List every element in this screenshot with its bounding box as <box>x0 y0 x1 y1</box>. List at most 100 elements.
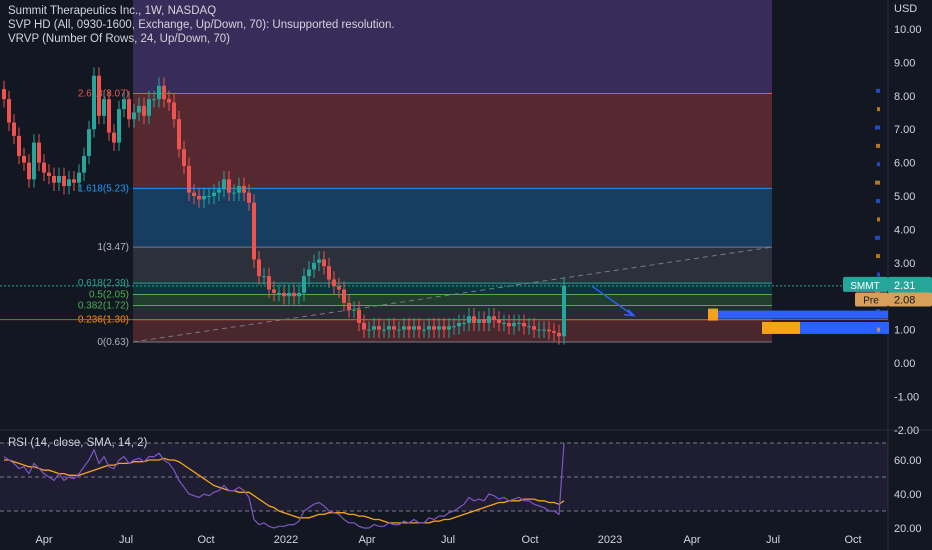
fib-zone <box>133 247 772 284</box>
candle-body <box>457 322 461 327</box>
fib-zone <box>133 93 772 189</box>
candle-body <box>432 326 436 330</box>
volume-profile-bar <box>875 125 880 130</box>
price-tick-label: 3.00 <box>894 258 915 270</box>
candle-body <box>367 329 371 331</box>
chart-title: Summit Therapeutics Inc., 1W, NASDAQ <box>8 5 217 17</box>
candle-body <box>397 329 401 331</box>
volume-profile <box>708 88 889 334</box>
candle-body <box>82 155 86 173</box>
symbol-label: SMMT <box>850 281 879 292</box>
fib-level-label: 0.5(2.05) <box>89 290 129 301</box>
fib-level-label: 1.618(5.23) <box>78 183 129 194</box>
pre-price-value: 2.08 <box>894 295 915 307</box>
candle-body <box>192 192 196 196</box>
candle-body <box>322 259 326 267</box>
candle-body <box>167 99 171 103</box>
candle-body <box>442 326 446 330</box>
candle-body <box>332 279 336 287</box>
candle-body <box>307 269 311 277</box>
candle-body <box>47 172 51 176</box>
candle-body <box>542 329 546 331</box>
candle-body <box>417 326 421 330</box>
candle-body <box>447 326 451 330</box>
candle-body <box>532 326 536 330</box>
price-tick-label: 6.00 <box>894 158 915 170</box>
time-tick-label: Oct <box>844 534 861 546</box>
candle-body <box>157 85 161 100</box>
candle-body <box>557 332 561 337</box>
time-tick-label: 2023 <box>598 534 622 546</box>
candle-body <box>187 165 191 193</box>
candle-body <box>107 99 111 133</box>
fib-zone <box>133 305 772 320</box>
volume-profile-bar <box>877 107 880 112</box>
pre-price-tag <box>888 292 932 307</box>
volume-profile-bar <box>876 254 880 259</box>
fibonacci-extension[interactable]: 2.618(8.07) 1.618(5.23) 1(3.47) 0.618(2.39)… <box>0 0 888 348</box>
candle-body <box>527 326 531 328</box>
candle-body <box>57 175 61 183</box>
candle-body <box>97 75 101 116</box>
candle-body <box>317 259 321 263</box>
rsi-indicator-legend[interactable]: RSI (14, close, SMA, 14, 2) <box>8 437 148 449</box>
candle-body <box>427 326 431 330</box>
candle-body <box>162 85 166 100</box>
volume-profile-bar <box>876 199 880 204</box>
candle-body <box>552 331 556 333</box>
candle-body <box>387 326 391 330</box>
candle-body <box>12 122 16 136</box>
candle-body <box>437 326 441 330</box>
candle-body <box>412 326 416 330</box>
candle-body <box>422 329 426 331</box>
candle-body <box>142 105 146 116</box>
price-tick-label: -1.00 <box>894 391 919 403</box>
arrow-head <box>623 309 637 317</box>
svp-indicator-legend[interactable]: SVP HD (All, 0930-1600, Exchange, Up/Dow… <box>8 19 395 31</box>
candle-body <box>32 142 36 180</box>
rsi-pane <box>0 442 888 529</box>
pre-tag <box>855 292 888 307</box>
candle-body <box>172 102 176 120</box>
candle-body <box>562 285 566 337</box>
candle-body <box>382 329 386 331</box>
candle-body <box>37 142 41 163</box>
candlestick-series <box>2 67 566 345</box>
vrvp-indicator-legend[interactable]: VRVP (Number Of Rows, 24, Up/Down, 70) <box>8 33 230 45</box>
candle-body <box>42 162 46 173</box>
candle-body <box>452 326 456 328</box>
candle-body <box>72 179 76 183</box>
candle-body <box>227 179 231 193</box>
candle-body <box>62 175 66 186</box>
candle-body <box>407 326 411 330</box>
candle-body <box>117 109 121 143</box>
candle-body <box>177 119 181 150</box>
candle-body <box>262 276 266 278</box>
candle-body <box>242 185 246 193</box>
candle-body <box>497 319 501 323</box>
volume-profile-bar <box>762 321 800 334</box>
candle-body <box>207 196 211 197</box>
time-tick-label: Apr <box>358 534 375 546</box>
volume-profile-bar <box>877 272 880 277</box>
candle-body <box>22 155 26 163</box>
rsi-tick-label: 60.00 <box>894 455 922 467</box>
fib-level-label: 0.618(2.39) <box>78 278 129 289</box>
candle-body <box>217 189 221 193</box>
rsi-tick-label: 40.00 <box>894 489 922 501</box>
volume-profile-bar <box>877 327 880 332</box>
volume-profile-bar <box>877 162 880 167</box>
time-tick-label: Jul <box>441 534 455 546</box>
candle-body <box>182 149 186 166</box>
fib-zone <box>133 0 772 94</box>
candle-body <box>222 179 226 190</box>
fib-level-label: 0.382(1.72) <box>78 301 129 312</box>
price-tick-label: 8.00 <box>894 91 915 103</box>
candle-body <box>212 192 216 196</box>
candle-body <box>337 286 341 290</box>
candle-body <box>312 262 316 270</box>
candle-body <box>92 75 96 130</box>
candle-body <box>377 326 381 330</box>
